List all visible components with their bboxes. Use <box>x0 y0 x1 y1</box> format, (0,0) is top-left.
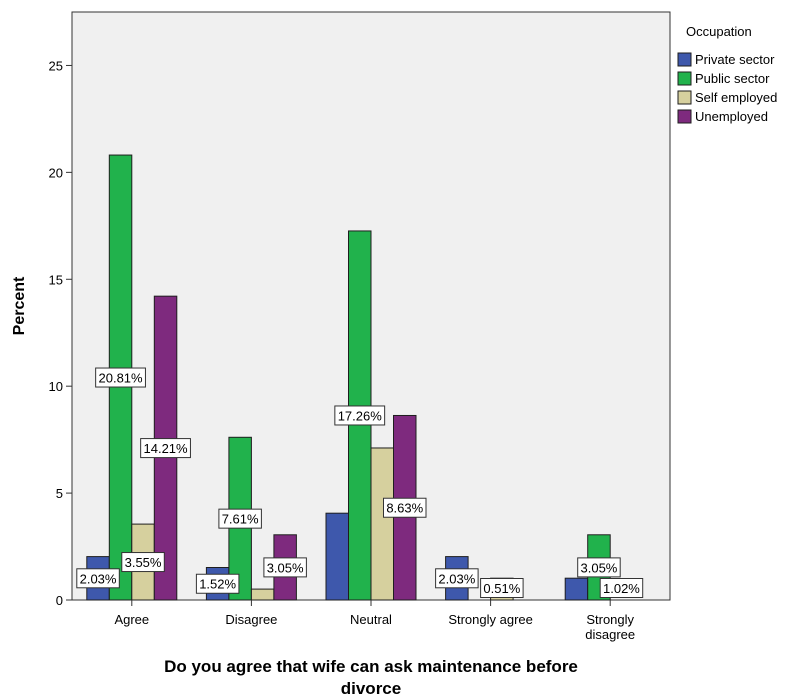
bar <box>370 447 394 601</box>
data-label: 3.05% <box>263 557 307 578</box>
data-label-text: 20.81% <box>99 371 144 386</box>
data-label: 0.51% <box>480 578 524 598</box>
data-label: 14.21% <box>140 438 191 459</box>
data-label: 2.03% <box>76 568 120 589</box>
data-label-text: 1.02% <box>603 581 640 596</box>
data-label-text: 7.61% <box>222 512 259 527</box>
data-label-text: 14.21% <box>144 441 189 456</box>
data-label-box <box>577 557 621 578</box>
x-tick-label: disagree <box>585 627 635 642</box>
x-axis: Agree Disagree Neutral Strongly agree Strong… <box>114 600 635 642</box>
data-label: 7.61% <box>218 508 262 529</box>
data-label-text: 3.55% <box>125 555 162 570</box>
data-label-box <box>599 578 644 598</box>
data-label-box <box>140 438 191 459</box>
legend-label: Self employed <box>695 90 777 105</box>
data-label: 17.26% <box>334 405 386 426</box>
data-label-box <box>95 367 146 388</box>
data-label-box <box>195 573 240 594</box>
legend-swatch <box>677 90 692 105</box>
y-tick-label: 10 <box>49 379 63 394</box>
data-label: 3.55% <box>121 552 165 573</box>
data-label-box <box>435 568 479 589</box>
y-tick-label: 25 <box>49 58 63 73</box>
legend-label: Public sector <box>695 71 770 86</box>
bar <box>564 577 589 601</box>
data-label: 20.81% <box>95 367 146 388</box>
x-axis-title-line-1: Do you agree that wife can ask maintenan… <box>164 657 578 676</box>
legend-label: Unemployed <box>695 109 768 124</box>
bars <box>86 154 611 601</box>
y-tick-label: 20 <box>49 165 63 180</box>
data-label-box <box>383 497 427 518</box>
legend-swatch <box>677 71 692 86</box>
bar <box>325 512 349 601</box>
x-axis-title-line-2: divorce <box>341 679 401 698</box>
bar <box>250 588 275 601</box>
data-label-text: 17.26% <box>338 408 383 423</box>
data-label-box <box>480 578 524 598</box>
data-labels: 2.03% 20.81% 3.55% 14.21% 1.52% 7.61% 3.05% 17.… <box>76 367 644 598</box>
legend-title: Occupation <box>686 24 752 39</box>
data-label-text: 8.63% <box>386 501 423 516</box>
data-label-box <box>76 568 120 589</box>
data-label-text: 1.52% <box>199 577 236 592</box>
data-label: 1.02% <box>599 578 644 598</box>
data-label: 1.52% <box>195 573 240 594</box>
x-tick-label: Neutral <box>350 612 392 627</box>
legend-swatch <box>677 52 692 67</box>
data-label-box <box>121 552 165 573</box>
y-tick-label: 5 <box>56 486 63 501</box>
data-label-text: 2.03% <box>80 571 117 586</box>
x-tick-label: Agree <box>114 612 149 627</box>
data-label-text: 0.51% <box>483 581 520 596</box>
data-label-box <box>263 557 307 578</box>
legend-label: Private sector <box>695 52 775 67</box>
x-tick-label: Strongly agree <box>448 612 533 627</box>
legend: Occupation Private sector Public sector Se… <box>677 24 777 124</box>
data-label: 2.03% <box>435 568 479 589</box>
data-label: 3.05% <box>577 557 621 578</box>
legend-swatch <box>677 109 692 124</box>
y-tick-label: 0 <box>56 593 63 608</box>
y-axis-title: Percent <box>11 276 28 335</box>
y-tick-label: 15 <box>49 272 63 287</box>
data-label-box <box>218 508 262 529</box>
data-label-text: 3.05% <box>267 560 304 575</box>
y-axis: 0 5 10 15 20 25 <box>49 58 72 608</box>
data-label-text: 2.03% <box>438 571 475 586</box>
data-label-text: 3.05% <box>581 560 618 575</box>
data-label-box <box>334 405 386 426</box>
x-tick-label: Disagree <box>225 612 277 627</box>
data-label: 8.63% <box>383 497 427 518</box>
x-tick-label: Strongly <box>586 612 634 627</box>
